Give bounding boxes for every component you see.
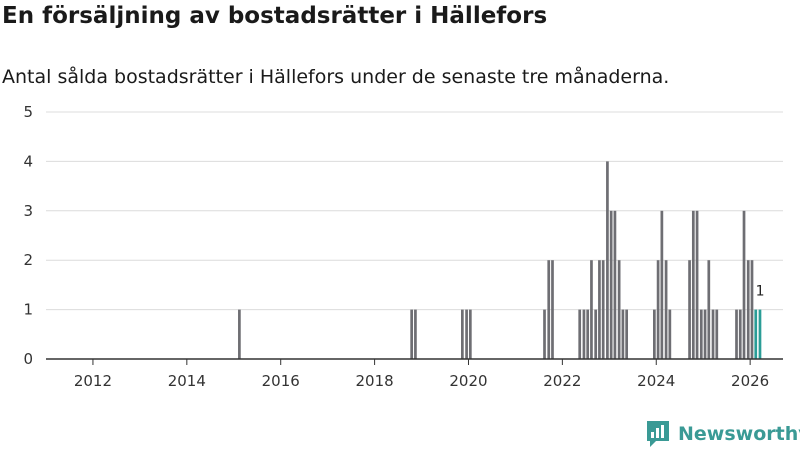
x-tick-label: 2024 bbox=[637, 372, 675, 390]
y-tick-label: 1 bbox=[23, 301, 33, 319]
x-tick-label: 2026 bbox=[731, 372, 769, 390]
x-tick-label: 2018 bbox=[356, 372, 394, 390]
x-tick-label: 2020 bbox=[449, 372, 487, 390]
bar bbox=[238, 309, 241, 359]
bar bbox=[735, 309, 738, 359]
bar bbox=[594, 309, 598, 359]
bar bbox=[688, 260, 691, 359]
bar bbox=[582, 309, 586, 359]
bar bbox=[664, 260, 668, 359]
bars bbox=[238, 161, 762, 359]
bar bbox=[703, 309, 707, 359]
x-tick-label: 2016 bbox=[262, 372, 300, 390]
x-tick-label: 2022 bbox=[543, 372, 581, 390]
bar bbox=[754, 309, 758, 359]
bar bbox=[742, 210, 746, 359]
chart-subtitle: Antal sålda bostadsrätter i Hällefors un… bbox=[2, 66, 670, 88]
bar bbox=[410, 309, 414, 359]
bar bbox=[668, 309, 672, 359]
bar bbox=[750, 260, 754, 359]
bar bbox=[547, 260, 551, 359]
bar bbox=[746, 260, 750, 359]
y-tick-label: 5 bbox=[23, 103, 33, 121]
data-labels: 1 bbox=[756, 284, 765, 300]
brand-name: Newsworthy bbox=[678, 423, 800, 445]
bar bbox=[617, 260, 621, 359]
y-tick-label: 2 bbox=[23, 251, 33, 269]
bar bbox=[601, 260, 605, 359]
bar bbox=[695, 210, 699, 359]
bar bbox=[590, 260, 593, 359]
bar bbox=[699, 309, 703, 359]
brand-logo: Newsworthy bbox=[645, 419, 800, 449]
bar bbox=[715, 309, 719, 359]
axes: 0 1 2 3 4 5 2012 2014 2016 2018 2020 2022 2024 2026 bbox=[23, 103, 783, 390]
bar bbox=[653, 309, 656, 359]
bar bbox=[711, 309, 715, 359]
bar bbox=[598, 260, 601, 359]
bar bbox=[609, 210, 613, 359]
chart-title: En försäljning av bostadsrätter i Hällef… bbox=[2, 3, 548, 29]
y-tick-label: 4 bbox=[23, 152, 33, 170]
bar bbox=[465, 309, 468, 359]
y-tick-label: 3 bbox=[23, 202, 33, 220]
x-tick-label: 2012 bbox=[74, 372, 112, 390]
bar bbox=[606, 161, 609, 359]
x-tick-label: 2014 bbox=[168, 372, 206, 390]
bar bbox=[656, 260, 660, 359]
bar bbox=[613, 210, 617, 359]
bar bbox=[551, 260, 554, 359]
bar bbox=[738, 309, 742, 359]
data-label: 1 bbox=[756, 284, 765, 300]
bar bbox=[660, 210, 664, 359]
bar bbox=[578, 309, 582, 359]
bar bbox=[543, 309, 546, 359]
bar bbox=[707, 260, 711, 359]
bar bbox=[586, 309, 590, 359]
bar bbox=[621, 309, 625, 359]
bar bbox=[414, 309, 417, 359]
bar bbox=[625, 309, 629, 359]
bar bbox=[468, 309, 472, 359]
bar bbox=[461, 309, 464, 359]
y-tick-label: 0 bbox=[23, 350, 33, 368]
gridlines bbox=[46, 111, 783, 311]
newsworthy-logo-icon bbox=[647, 421, 669, 447]
bar bbox=[758, 309, 762, 359]
bar bbox=[691, 210, 695, 359]
